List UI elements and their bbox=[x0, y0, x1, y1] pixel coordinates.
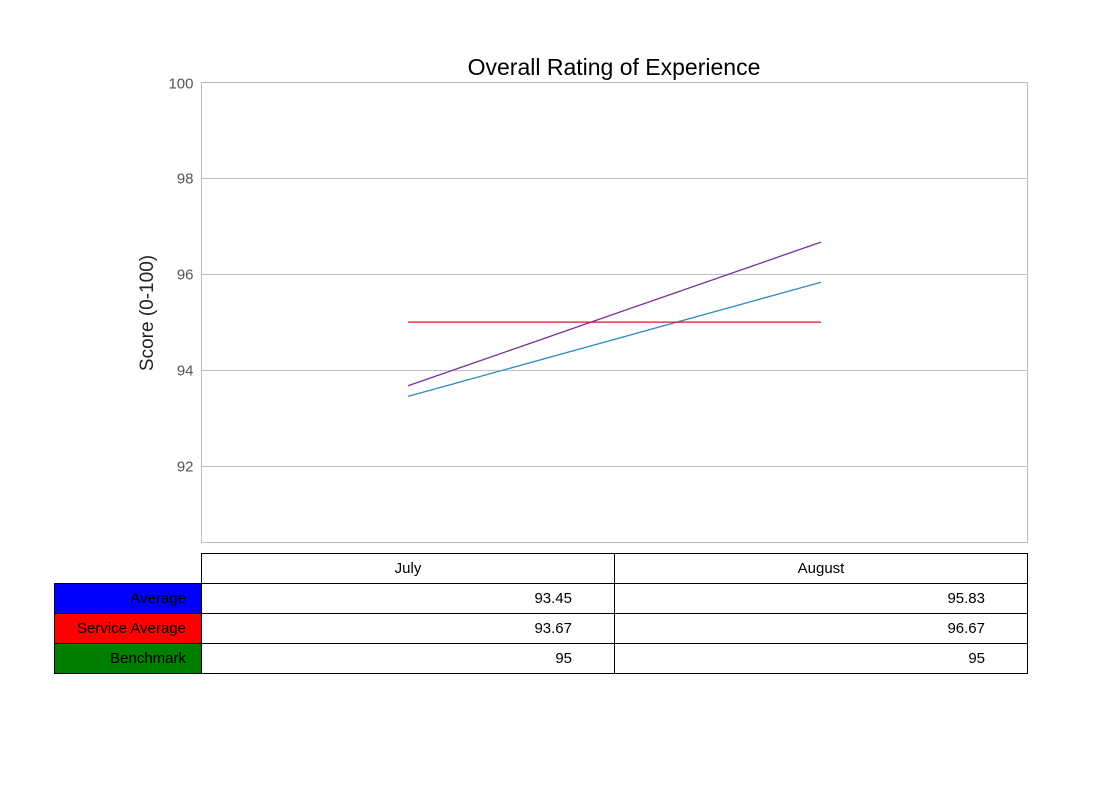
table-corner bbox=[55, 554, 202, 584]
y-tick-label: 94 bbox=[177, 363, 194, 380]
series-line-average bbox=[407, 281, 822, 398]
y-tick-label: 96 bbox=[177, 267, 194, 284]
table-cell: 96.67 bbox=[614, 613, 1028, 644]
y-tick-label: 98 bbox=[177, 171, 194, 188]
y-tick-label: 92 bbox=[177, 459, 194, 476]
table-cell: 93.67 bbox=[201, 613, 615, 644]
table-row: Service Average 93.67 96.67 bbox=[54, 613, 1028, 644]
table-row: Benchmark 95 95 bbox=[54, 643, 1028, 674]
table-cell: 95.83 bbox=[614, 583, 1028, 614]
y-axis-label: Score (0-100) bbox=[137, 255, 158, 371]
table-col-header: August bbox=[614, 553, 1028, 584]
table-cell: 95 bbox=[614, 643, 1028, 674]
table-cell: 95 bbox=[201, 643, 615, 674]
table-row-label: Benchmark bbox=[54, 643, 202, 674]
chart-title: Overall Rating of Experience bbox=[468, 54, 761, 80]
table-col-header: July bbox=[201, 553, 615, 584]
table-cell: 93.45 bbox=[201, 583, 615, 614]
y-tick-label: 100 bbox=[168, 76, 193, 93]
table-header-row: July August bbox=[55, 553, 1028, 584]
table-row-label: Service Average bbox=[54, 613, 202, 644]
plot-area bbox=[201, 82, 1028, 543]
table-row-label: Average bbox=[54, 583, 202, 614]
line-chart: 92 94 96 98 100 Overall Rating of Experience… bbox=[137, 54, 1028, 543]
table-row: Average 93.45 95.83 bbox=[54, 583, 1028, 614]
series-line-service-average bbox=[407, 241, 822, 387]
data-table: July August Average 93.45 95.83 Service … bbox=[54, 553, 1028, 674]
